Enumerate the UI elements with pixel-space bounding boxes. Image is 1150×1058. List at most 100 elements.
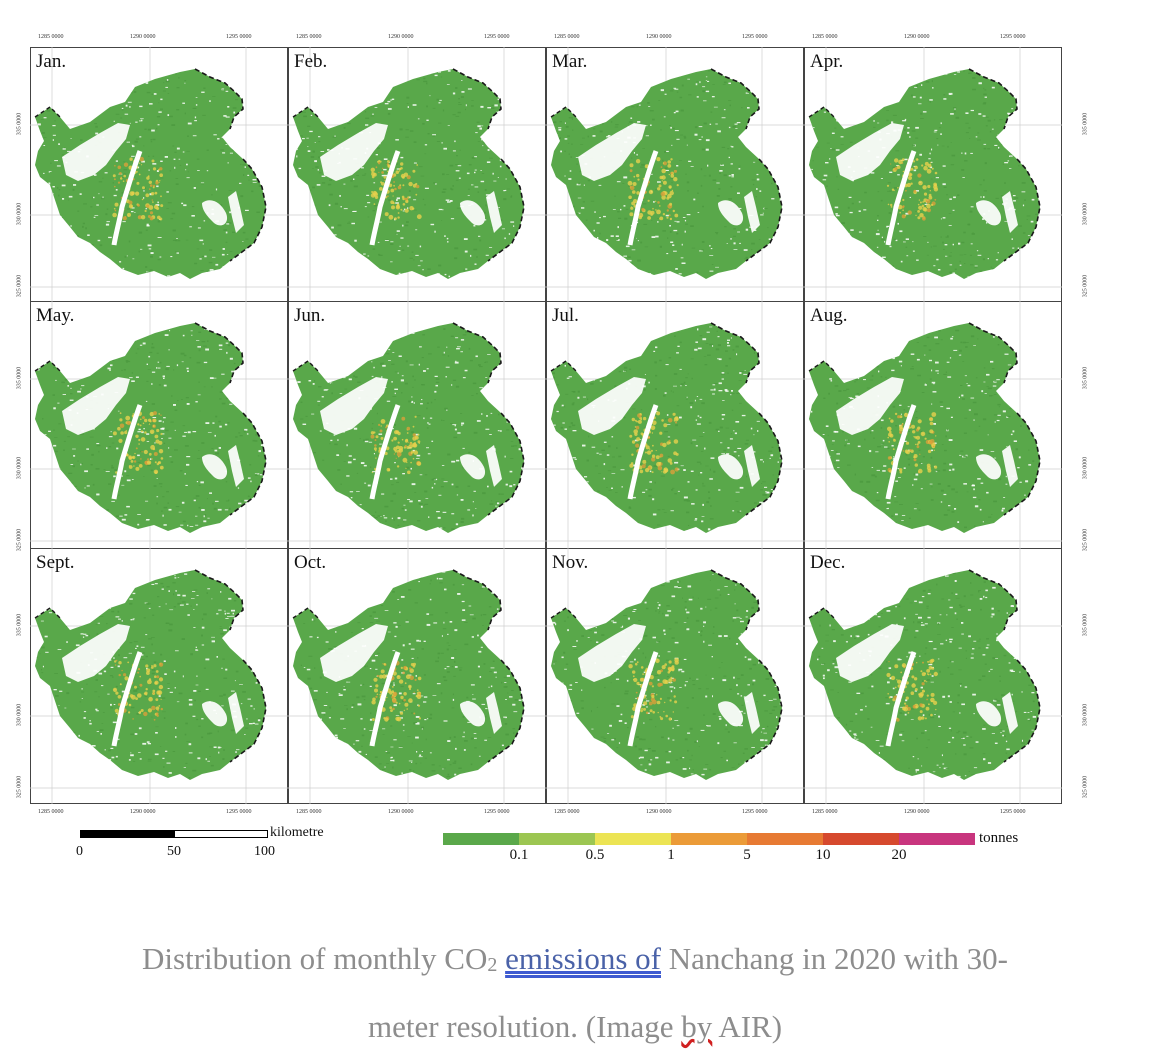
month-label: Aug. bbox=[810, 305, 847, 327]
month-label: Jul. bbox=[552, 305, 579, 327]
legend-color-swatch bbox=[671, 833, 747, 845]
right-coordinate-tick: 335 0000 bbox=[1082, 614, 1088, 637]
caption-spellcheck-word: by bbox=[681, 1009, 712, 1044]
panel-map-svg bbox=[288, 47, 546, 303]
map-panel-dec: Dec. bbox=[804, 548, 1062, 804]
bottom-coordinate-tick: 1285 0000 bbox=[812, 809, 838, 815]
caption-text-4: AIR) bbox=[712, 1009, 782, 1044]
panel-map-svg bbox=[804, 301, 1062, 557]
right-coordinate-tick: 325 0000 bbox=[1082, 529, 1088, 552]
right-coordinate-tick: 330 0000 bbox=[1082, 457, 1088, 480]
map-panel-jan: Jan. bbox=[30, 47, 288, 303]
month-label: Sept. bbox=[36, 552, 75, 574]
left-coordinate-tick: 335 0000 bbox=[16, 113, 22, 136]
left-coordinate-tick: 330 0000 bbox=[16, 457, 22, 480]
bottom-coordinate-tick: 1285 0000 bbox=[554, 809, 580, 815]
month-label: Jan. bbox=[36, 51, 66, 73]
panel-map-svg bbox=[804, 47, 1062, 303]
caption-space bbox=[497, 941, 505, 976]
month-label: Jun. bbox=[294, 305, 325, 327]
bottom-coordinate-tick: 1290 0000 bbox=[388, 809, 414, 815]
legend-threshold-label: 5 bbox=[743, 847, 751, 864]
monthly-emissions-figure: Jan.Feb.Mar.Apr.May.Jun.Jul.Aug.Sept.Oct… bbox=[22, 30, 1098, 872]
legend-threshold-label: 0.5 bbox=[586, 847, 605, 864]
right-coordinate-tick: 325 0000 bbox=[1082, 275, 1088, 298]
left-coordinate-tick: 330 0000 bbox=[16, 203, 22, 226]
month-label: Mar. bbox=[552, 51, 587, 73]
legend-color-swatch bbox=[747, 833, 823, 845]
bottom-coordinate-tick: 1295 0000 bbox=[1000, 809, 1026, 815]
scale-bar-black-segment bbox=[80, 830, 174, 838]
top-coordinate-tick: 1290 0000 bbox=[646, 34, 672, 40]
right-coordinate-tick: 325 0000 bbox=[1082, 776, 1088, 799]
caption-text-1: Distribution of monthly CO bbox=[142, 941, 487, 976]
map-panel-jul: Jul. bbox=[546, 301, 804, 557]
left-coordinate-tick: 335 0000 bbox=[16, 367, 22, 390]
top-coordinate-tick: 1290 0000 bbox=[388, 34, 414, 40]
scale-label-0: 0 bbox=[76, 844, 83, 860]
legend-color-swatch bbox=[519, 833, 595, 845]
left-coordinate-tick: 325 0000 bbox=[16, 776, 22, 799]
top-coordinate-tick: 1295 0000 bbox=[484, 34, 510, 40]
panel-map-svg bbox=[804, 548, 1062, 804]
map-panel-grid: Jan.Feb.Mar.Apr.May.Jun.Jul.Aug.Sept.Oct… bbox=[22, 30, 1098, 872]
map-panel-oct: Oct. bbox=[288, 548, 546, 804]
top-coordinate-tick: 1285 0000 bbox=[38, 34, 64, 40]
right-coordinate-tick: 335 0000 bbox=[1082, 367, 1088, 390]
left-coordinate-tick: 325 0000 bbox=[16, 275, 22, 298]
map-panel-sept: Sept. bbox=[30, 548, 288, 804]
legend-threshold-label: 0.1 bbox=[510, 847, 529, 864]
top-coordinate-tick: 1285 0000 bbox=[812, 34, 838, 40]
map-panel-aug: Aug. bbox=[804, 301, 1062, 557]
panel-map-svg bbox=[288, 548, 546, 804]
scale-label-50: 50 bbox=[167, 844, 181, 860]
right-coordinate-tick: 330 0000 bbox=[1082, 203, 1088, 226]
top-coordinate-tick: 1290 0000 bbox=[130, 34, 156, 40]
top-coordinate-tick: 1295 0000 bbox=[226, 34, 252, 40]
caption-subscript: 2 bbox=[487, 954, 497, 976]
right-coordinate-tick: 335 0000 bbox=[1082, 113, 1088, 136]
bottom-coordinate-tick: 1290 0000 bbox=[904, 809, 930, 815]
left-coordinate-tick: 325 0000 bbox=[16, 529, 22, 552]
left-coordinate-tick: 335 0000 bbox=[16, 614, 22, 637]
bottom-coordinate-tick: 1290 0000 bbox=[130, 809, 156, 815]
legend-unit: tonnes bbox=[979, 830, 1018, 847]
top-coordinate-tick: 1285 0000 bbox=[296, 34, 322, 40]
scale-label-100: 100 bbox=[254, 844, 275, 860]
month-label: Dec. bbox=[810, 552, 845, 574]
map-panel-apr: Apr. bbox=[804, 47, 1062, 303]
caption-text-2: Nanchang in 2020 with 30- bbox=[661, 941, 1008, 976]
panel-map-svg bbox=[30, 548, 288, 804]
caption-text-3: meter resolution. (Image bbox=[368, 1009, 681, 1044]
left-coordinate-tick: 330 0000 bbox=[16, 704, 22, 727]
top-coordinate-tick: 1290 0000 bbox=[904, 34, 930, 40]
top-coordinate-tick: 1295 0000 bbox=[1000, 34, 1026, 40]
legend-color-swatch bbox=[443, 833, 519, 845]
bottom-coordinate-tick: 1295 0000 bbox=[226, 809, 252, 815]
scale-unit: kilometre bbox=[270, 825, 324, 841]
panel-map-svg bbox=[288, 301, 546, 557]
scale-bar: 0 50 100 kilometre bbox=[80, 830, 270, 870]
bottom-coordinate-tick: 1295 0000 bbox=[484, 809, 510, 815]
month-label: Nov. bbox=[552, 552, 588, 574]
caption-line-2: meter resolution. (Image by AIR) bbox=[0, 996, 1150, 1058]
scale-bar-white-segment bbox=[174, 830, 268, 838]
caption-line-1: Distribution of monthly CO2 emissions of… bbox=[0, 928, 1150, 996]
top-coordinate-tick: 1295 0000 bbox=[742, 34, 768, 40]
legend-threshold-label: 10 bbox=[816, 847, 831, 864]
legend-color-swatch bbox=[595, 833, 671, 845]
month-label: Oct. bbox=[294, 552, 326, 574]
legend-threshold-label: 20 bbox=[892, 847, 907, 864]
map-panel-nov: Nov. bbox=[546, 548, 804, 804]
top-coordinate-tick: 1285 0000 bbox=[554, 34, 580, 40]
legend-threshold-label: 1 bbox=[667, 847, 675, 864]
panel-map-svg bbox=[30, 47, 288, 303]
right-coordinate-tick: 330 0000 bbox=[1082, 704, 1088, 727]
bottom-coordinate-tick: 1285 0000 bbox=[38, 809, 64, 815]
figure-caption: Distribution of monthly CO2 emissions of… bbox=[0, 928, 1150, 1058]
panel-map-svg bbox=[30, 301, 288, 557]
caption-emissions-link[interactable]: emissions of bbox=[505, 941, 661, 976]
bottom-coordinate-tick: 1295 0000 bbox=[742, 809, 768, 815]
legend-color-swatch bbox=[823, 833, 899, 845]
legend-color-swatch bbox=[899, 833, 975, 845]
